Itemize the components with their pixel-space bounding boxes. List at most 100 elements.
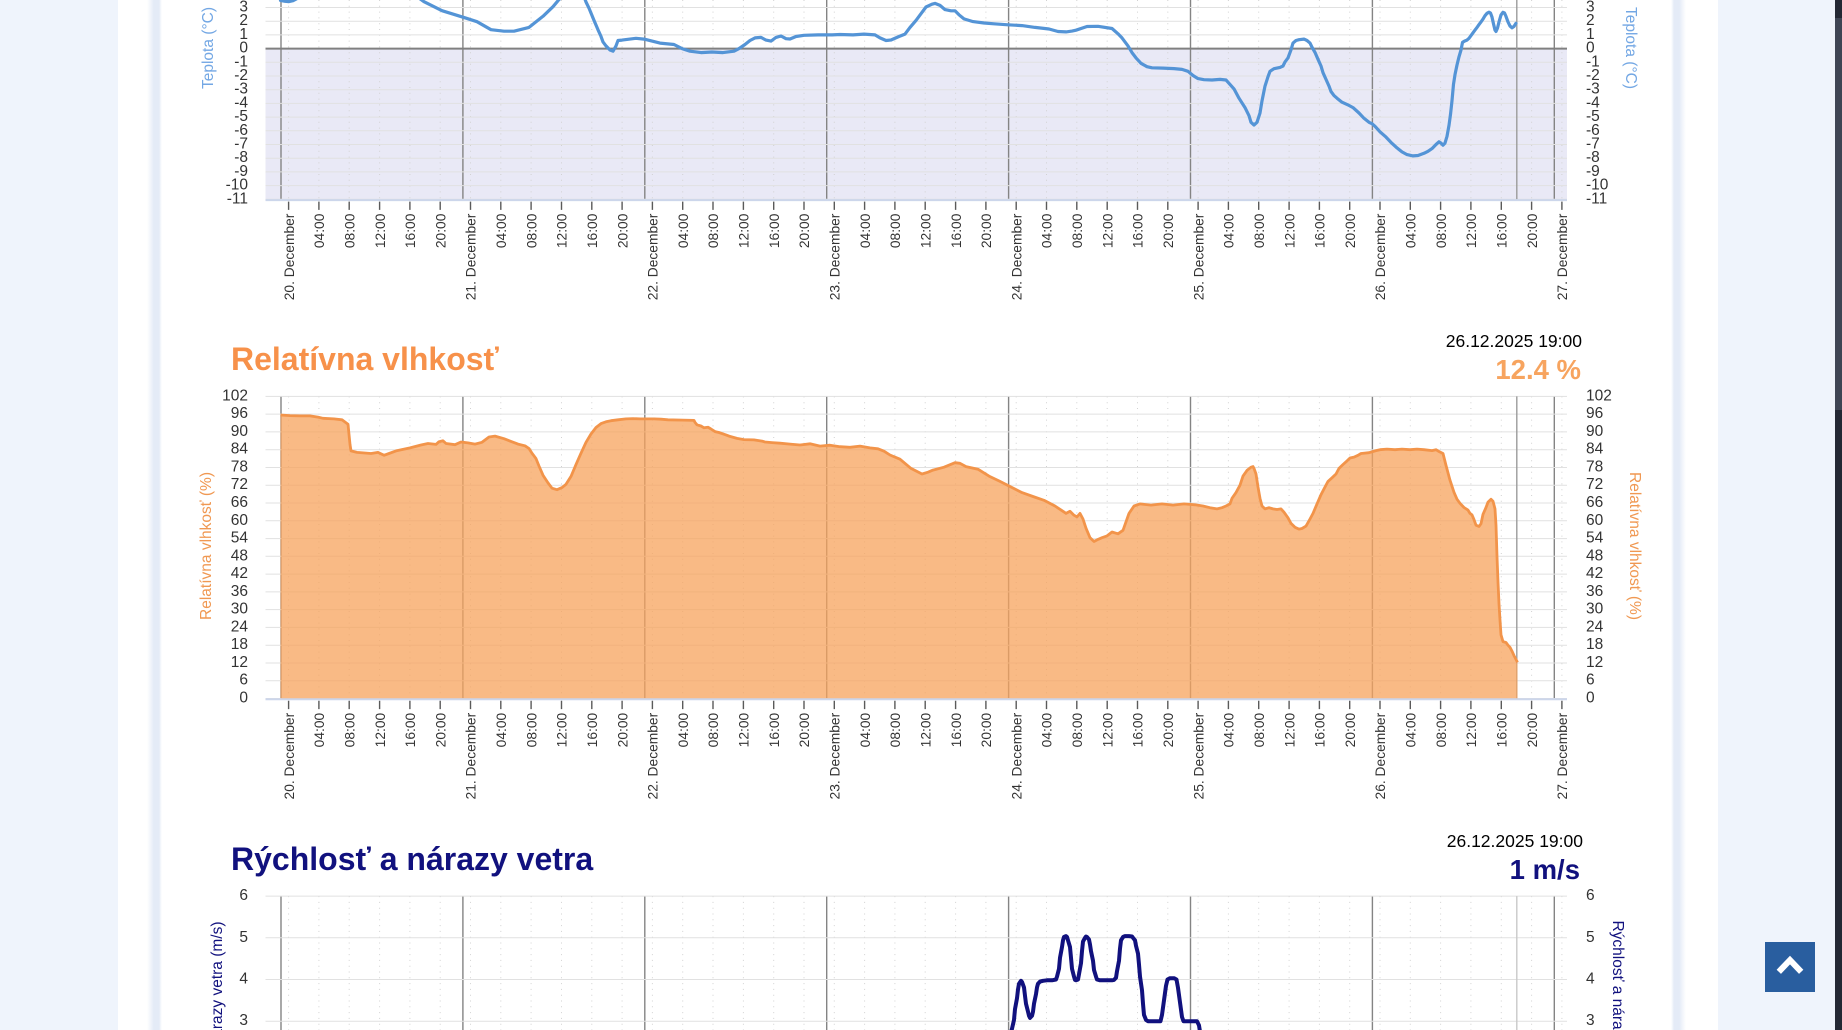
svg-text:-4: -4 — [234, 94, 248, 111]
svg-text:-3: -3 — [1586, 81, 1600, 98]
svg-text:4: 4 — [1586, 971, 1595, 988]
svg-text:21. December: 21. December — [464, 213, 479, 300]
svg-text:16:00: 16:00 — [1131, 213, 1146, 248]
svg-text:20:00: 20:00 — [433, 712, 448, 747]
svg-text:-8: -8 — [1586, 149, 1600, 166]
svg-text:-5: -5 — [234, 108, 248, 125]
svg-text:30: 30 — [1586, 601, 1604, 618]
svg-text:-10: -10 — [226, 177, 249, 194]
svg-text:12:00: 12:00 — [555, 712, 570, 747]
svg-text:20:00: 20:00 — [1525, 213, 1540, 248]
svg-text:-6: -6 — [234, 122, 248, 139]
svg-text:1: 1 — [239, 26, 248, 43]
svg-text:54: 54 — [231, 530, 249, 547]
svg-text:12:00: 12:00 — [737, 213, 752, 248]
svg-text:12:00: 12:00 — [373, 213, 388, 248]
svg-text:23. December: 23. December — [828, 712, 843, 799]
svg-text:20:00: 20:00 — [1343, 213, 1358, 248]
svg-text:2: 2 — [239, 12, 248, 29]
svg-text:22. December: 22. December — [646, 712, 661, 799]
svg-text:26.12.2025 19:00: 26.12.2025 19:00 — [1446, 331, 1583, 351]
svg-text:08:00: 08:00 — [342, 213, 357, 248]
svg-text:-8: -8 — [234, 149, 248, 166]
svg-text:24: 24 — [231, 618, 249, 635]
svg-text:12:00: 12:00 — [1100, 712, 1115, 747]
svg-text:20. December: 20. December — [282, 712, 297, 799]
svg-text:30: 30 — [231, 601, 249, 618]
svg-text:-2: -2 — [1586, 67, 1600, 84]
svg-text:96: 96 — [1586, 405, 1603, 422]
svg-text:04:00: 04:00 — [1040, 213, 1055, 248]
svg-text:12:00: 12:00 — [919, 213, 934, 248]
svg-text:0: 0 — [1586, 40, 1595, 57]
svg-text:6: 6 — [239, 887, 248, 904]
svg-text:25. December: 25. December — [1191, 712, 1206, 799]
svg-text:16:00: 16:00 — [767, 712, 782, 747]
svg-text:16:00: 16:00 — [949, 213, 964, 248]
svg-text:23. December: 23. December — [828, 213, 843, 300]
svg-text:78: 78 — [231, 459, 248, 476]
svg-text:90: 90 — [1586, 423, 1604, 440]
svg-text:20:00: 20:00 — [1525, 712, 1540, 747]
svg-text:6: 6 — [1586, 887, 1595, 904]
svg-text:04:00: 04:00 — [1404, 213, 1419, 248]
svg-text:26.12.2025 19:00: 26.12.2025 19:00 — [1447, 831, 1584, 851]
svg-text:-6: -6 — [1586, 122, 1600, 139]
svg-text:36: 36 — [231, 583, 248, 600]
svg-text:102: 102 — [1586, 387, 1612, 404]
svg-text:04:00: 04:00 — [312, 213, 327, 248]
svg-text:04:00: 04:00 — [676, 213, 691, 248]
svg-text:16:00: 16:00 — [585, 213, 600, 248]
svg-text:20:00: 20:00 — [797, 712, 812, 747]
svg-text:-3: -3 — [234, 81, 248, 98]
svg-text:60: 60 — [1586, 512, 1604, 529]
svg-text:16:00: 16:00 — [1495, 712, 1510, 747]
svg-text:16:00: 16:00 — [585, 712, 600, 747]
svg-text:25. December: 25. December — [1191, 213, 1206, 300]
svg-text:3: 3 — [239, 0, 248, 16]
svg-text:26. December: 26. December — [1373, 712, 1388, 799]
svg-text:16:00: 16:00 — [403, 213, 418, 248]
svg-text:3: 3 — [239, 1012, 248, 1029]
svg-text:22. December: 22. December — [646, 213, 661, 300]
svg-text:12:00: 12:00 — [737, 712, 752, 747]
svg-text:20:00: 20:00 — [1161, 712, 1176, 747]
svg-text:60: 60 — [231, 512, 249, 529]
svg-text:12.4 %: 12.4 % — [1495, 354, 1581, 385]
svg-text:04:00: 04:00 — [858, 213, 873, 248]
svg-text:5: 5 — [1586, 929, 1595, 946]
svg-text:20. December: 20. December — [282, 213, 297, 300]
svg-text:3: 3 — [1586, 1012, 1595, 1029]
svg-text:0: 0 — [1586, 690, 1595, 707]
svg-text:20:00: 20:00 — [615, 712, 630, 747]
svg-text:-9: -9 — [234, 163, 248, 180]
svg-text:16:00: 16:00 — [1313, 213, 1328, 248]
svg-text:Relatívna vlhkosť (%): Relatívna vlhkosť (%) — [1626, 472, 1643, 620]
svg-text:08:00: 08:00 — [342, 712, 357, 747]
svg-text:1: 1 — [1586, 26, 1595, 43]
svg-text:08:00: 08:00 — [1070, 213, 1085, 248]
svg-text:08:00: 08:00 — [1434, 712, 1449, 747]
svg-text:12:00: 12:00 — [919, 712, 934, 747]
svg-text:48: 48 — [1586, 547, 1603, 564]
svg-text:08:00: 08:00 — [524, 712, 539, 747]
svg-text:Rýchlosť a nárazy vetra (m/s): Rýchlosť a nárazy vetra (m/s) — [1609, 920, 1626, 1030]
svg-text:12:00: 12:00 — [1282, 712, 1297, 747]
svg-text:4: 4 — [239, 971, 248, 988]
svg-text:08:00: 08:00 — [888, 213, 903, 248]
svg-text:96: 96 — [231, 405, 248, 422]
svg-text:-1: -1 — [234, 53, 248, 70]
svg-text:04:00: 04:00 — [676, 712, 691, 747]
svg-text:Rýchlosť a nárazy vetra (m/s): Rýchlosť a nárazy vetra (m/s) — [209, 921, 226, 1030]
svg-text:102: 102 — [222, 387, 248, 404]
svg-text:20:00: 20:00 — [797, 213, 812, 248]
svg-text:84: 84 — [231, 441, 249, 458]
svg-text:-1: -1 — [1586, 53, 1600, 70]
svg-text:24: 24 — [1586, 618, 1604, 635]
svg-text:72: 72 — [231, 476, 248, 493]
svg-text:08:00: 08:00 — [706, 712, 721, 747]
svg-text:16:00: 16:00 — [949, 712, 964, 747]
svg-text:26. December: 26. December — [1373, 213, 1388, 300]
svg-text:18: 18 — [1586, 636, 1603, 653]
svg-text:2: 2 — [1586, 12, 1595, 29]
